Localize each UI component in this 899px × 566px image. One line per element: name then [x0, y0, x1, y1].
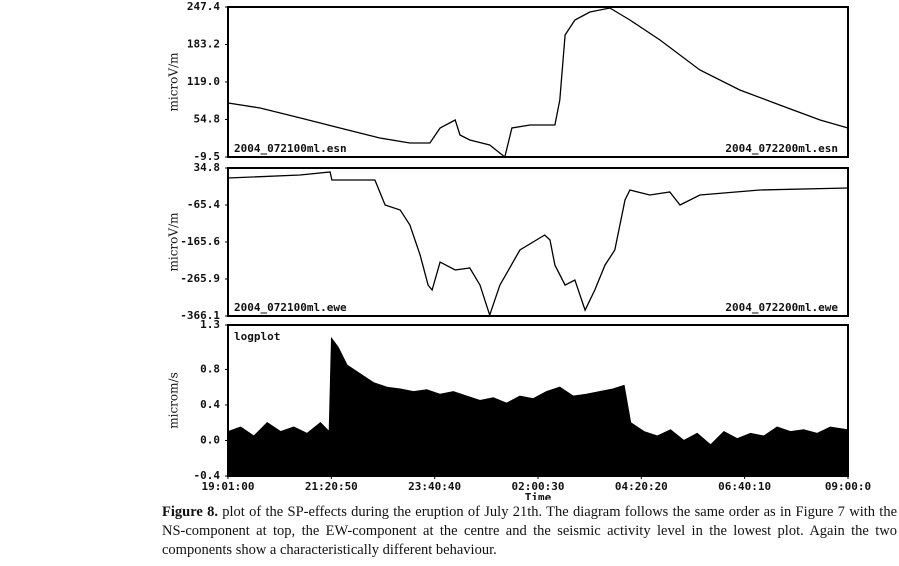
y-tick-label: 34.8: [194, 161, 221, 174]
caption-label: Figure 8.: [162, 504, 218, 520]
data-line: [228, 171, 849, 318]
data-line: [227, 7, 849, 159]
panel-annotation: logplot: [234, 330, 280, 343]
y-tick-label: -9.5: [194, 150, 221, 163]
panel-annotation: 2004_072200ml.esn: [725, 142, 838, 155]
panel-annotation: 2004_072100ml.ewe: [234, 301, 347, 314]
x-tick-label: 21:20:50: [305, 480, 358, 493]
panel-annotation: 2004_072100ml.esn: [234, 142, 347, 155]
y-tick-label: -65.4: [187, 198, 220, 211]
y-tick-label: 119.0: [187, 75, 220, 88]
x-tick-label: 09:00:0: [825, 480, 871, 493]
caption-text: plot of the SP-effects during the erupti…: [162, 504, 898, 558]
y-tick-label: 183.2: [187, 37, 220, 50]
figure: 247.4 183.2 119.0 54.8 -9.5 microV/m 2004_0721…: [167, 0, 872, 500]
y-axis-label: microm/s: [167, 372, 181, 428]
x-tick-label: 23:40:40: [408, 480, 461, 493]
y-tick-label: -265.9: [180, 272, 220, 285]
x-tick-label: 06:40:10: [718, 480, 771, 493]
y-tick-label: 54.8: [194, 112, 221, 125]
y-tick-label: 247.4: [187, 0, 220, 13]
y-tick-label: -0.4: [194, 469, 221, 482]
y-tick-label: 0.8: [200, 362, 220, 375]
plot-frame: [227, 6, 849, 158]
data-area: [227, 336, 849, 477]
y-axis-label: microV/m: [167, 212, 181, 272]
panel-annotation: 2004_072200ml.ewe: [725, 301, 838, 314]
y-tick-label: 0.0: [200, 433, 220, 446]
y-tick-label: -366.1: [180, 309, 220, 322]
x-tick-label: 19:01:00: [202, 480, 255, 493]
caption: Figure 8. plot of the SP-effects during …: [162, 503, 897, 560]
y-tick-label: 0.4: [200, 398, 220, 411]
x-axis-label: Time: [525, 491, 552, 500]
y-tick-label: 1.3: [200, 318, 220, 331]
y-tick-label: -165.6: [180, 235, 220, 248]
y-axis-label: microV/m: [167, 52, 181, 112]
x-tick-label: 02:00:30: [512, 480, 565, 493]
x-tick-label: 04:20:20: [615, 480, 668, 493]
